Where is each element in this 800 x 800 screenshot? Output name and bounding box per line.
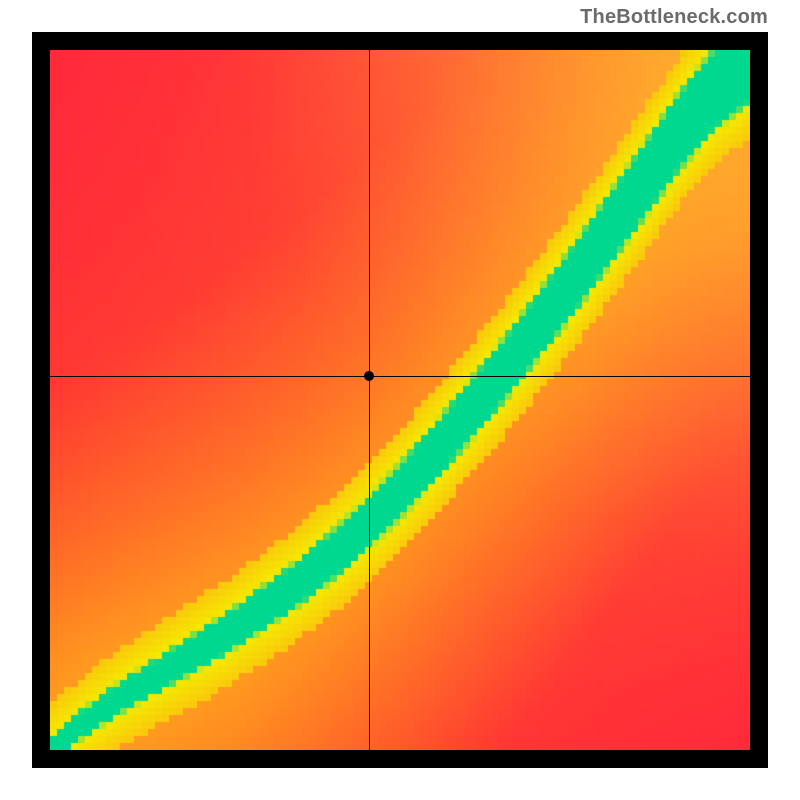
watermark-text: TheBottleneck.com (580, 6, 768, 29)
plot-area (50, 50, 750, 750)
crosshair-vertical (369, 50, 370, 750)
crosshair-horizontal (50, 376, 750, 377)
chart-container: TheBottleneck.com (0, 0, 800, 800)
heatmap-canvas (50, 50, 750, 750)
plot-frame (32, 32, 768, 768)
crosshair-marker (364, 371, 374, 381)
